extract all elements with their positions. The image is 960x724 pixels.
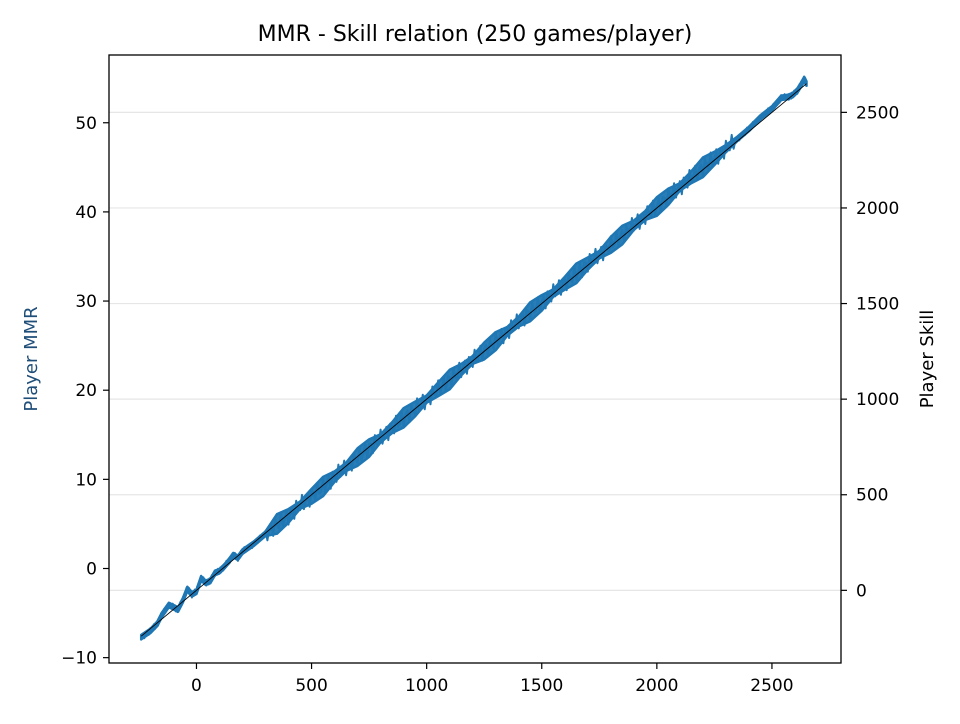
left-tick-label: 50 [75, 114, 97, 134]
x-axis-ticks: 0 500 1000 1500 2000 2500 [191, 663, 794, 696]
left-tick-label: 40 [75, 203, 97, 223]
left-axis-ticks: −10 0 10 20 30 40 50 [61, 114, 109, 669]
left-tick-label: 0 [86, 560, 97, 580]
right-tick-label: 2500 [856, 103, 899, 123]
x-tick-label: 1000 [405, 676, 448, 696]
skill-series-line [140, 83, 807, 637]
left-axis-label: Player MMR [21, 306, 42, 411]
right-axis-label: Player Skill [917, 310, 938, 409]
x-tick-label: 0 [191, 676, 202, 696]
x-tick-label: 1500 [520, 676, 563, 696]
right-axis-ticks: 0 500 1000 1500 2000 2500 [841, 103, 899, 601]
left-tick-label: 20 [75, 381, 97, 401]
left-tick-label: 10 [75, 470, 97, 490]
chart-title: MMR - Skill relation (250 games/player) [258, 22, 693, 47]
left-tick-label: 30 [75, 292, 97, 312]
x-tick-label: 2000 [635, 676, 678, 696]
right-tick-label: 2000 [856, 199, 899, 219]
right-tick-label: 1500 [856, 295, 899, 315]
right-tick-label: 1000 [856, 390, 899, 410]
series-layer [140, 77, 808, 639]
x-tick-label: 2500 [750, 676, 793, 696]
right-tick-label: 500 [856, 486, 888, 506]
left-tick-label: −10 [61, 649, 97, 669]
x-tick-label: 500 [295, 676, 327, 696]
grid-lines [109, 111, 841, 591]
plot-frame [108, 54, 842, 664]
right-tick-label: 0 [856, 581, 867, 601]
